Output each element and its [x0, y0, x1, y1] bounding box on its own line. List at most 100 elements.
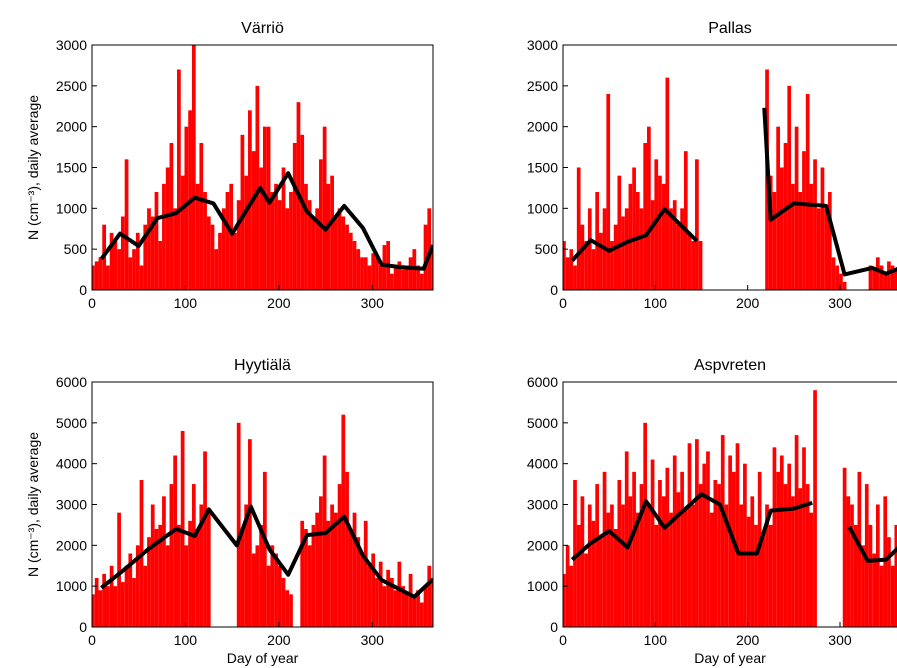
bar	[214, 249, 219, 290]
bar	[371, 553, 376, 627]
y-tick-label: 0	[550, 282, 558, 298]
bar	[772, 192, 777, 290]
bar	[887, 537, 891, 627]
bar	[124, 565, 129, 627]
bar	[617, 480, 622, 627]
bar	[333, 512, 338, 627]
bar	[401, 269, 405, 290]
bar	[890, 265, 895, 290]
bar	[431, 249, 433, 290]
bar	[244, 175, 249, 290]
bar	[240, 134, 245, 290]
bar	[132, 578, 136, 627]
bar	[635, 192, 640, 290]
bar	[419, 602, 424, 627]
x-tick-label: 0	[88, 632, 96, 648]
bar	[654, 524, 659, 627]
bar	[809, 183, 814, 290]
bar	[879, 265, 884, 290]
bar	[120, 582, 125, 627]
bar	[386, 569, 391, 627]
bar	[687, 232, 692, 290]
bar	[672, 455, 677, 627]
y-tick-label: 5000	[56, 415, 87, 431]
bar	[772, 447, 777, 627]
y-tick-label: 3000	[56, 497, 87, 513]
bar	[765, 504, 769, 627]
plot-area	[563, 69, 897, 290]
bar	[580, 496, 585, 627]
bar	[647, 126, 651, 290]
bar	[809, 512, 814, 627]
x-tick-label: 300	[361, 632, 385, 648]
bar	[621, 504, 625, 627]
bar	[713, 480, 718, 627]
x-tick-label: 200	[736, 632, 760, 648]
bar	[315, 512, 320, 627]
bar	[135, 232, 140, 290]
bar	[360, 553, 364, 627]
bar	[162, 183, 166, 290]
bar	[382, 586, 387, 627]
bar	[352, 512, 357, 627]
bar	[624, 451, 629, 627]
bar	[165, 167, 170, 290]
x-tick-label: 0	[559, 295, 567, 311]
bar	[416, 265, 420, 290]
bar	[180, 175, 185, 290]
bar	[776, 471, 780, 627]
bar	[266, 126, 271, 290]
bar	[602, 471, 607, 627]
subplot-title: Pallas	[708, 20, 752, 37]
bar	[717, 484, 721, 627]
bar	[735, 443, 740, 627]
bar	[702, 463, 707, 627]
bar	[221, 208, 226, 290]
bar	[868, 524, 873, 627]
bar	[390, 578, 394, 627]
bar	[244, 504, 249, 627]
bar	[206, 512, 211, 627]
plot-area	[563, 390, 897, 627]
bar	[643, 143, 648, 290]
bar	[647, 504, 651, 627]
bar	[322, 455, 327, 627]
bar	[798, 192, 803, 290]
bar	[576, 524, 581, 627]
bar	[135, 545, 140, 627]
bar	[274, 553, 278, 627]
bar	[128, 257, 133, 290]
bar	[147, 208, 151, 290]
bar	[691, 504, 696, 627]
bar	[599, 537, 603, 627]
bar	[375, 257, 379, 290]
average-line	[100, 504, 433, 599]
bar	[289, 594, 293, 627]
bar	[285, 208, 290, 290]
bar	[191, 45, 196, 290]
bar	[274, 183, 278, 290]
bar	[191, 484, 196, 627]
bar	[875, 257, 880, 290]
y-tick-label: 3000	[56, 37, 87, 53]
y-tick-label: 0	[79, 282, 87, 298]
y-tick-label: 500	[535, 241, 559, 257]
y-tick-label: 4000	[56, 456, 87, 472]
bar	[173, 208, 178, 290]
bar	[345, 224, 349, 290]
bar	[326, 520, 331, 627]
bar	[431, 578, 433, 627]
bar	[150, 216, 155, 290]
bar	[408, 573, 413, 627]
bar	[835, 265, 840, 290]
bar	[794, 435, 799, 627]
bar	[691, 241, 696, 290]
bar	[150, 504, 155, 627]
bar	[776, 126, 780, 290]
bar	[109, 565, 114, 627]
bar	[300, 520, 305, 627]
bar	[628, 496, 633, 627]
bar	[613, 224, 618, 290]
y-tick-label: 2000	[56, 537, 87, 553]
